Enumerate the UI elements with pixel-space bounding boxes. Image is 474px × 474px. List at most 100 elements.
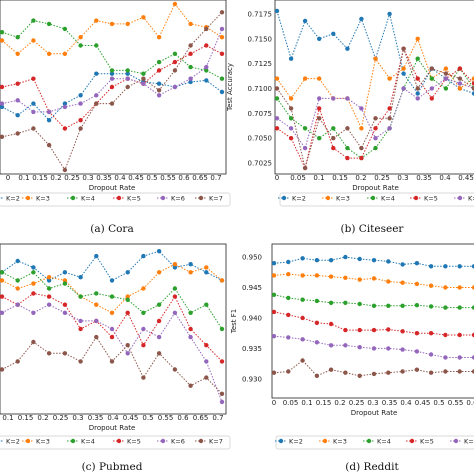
y-tick-label: 0.945 [242, 284, 262, 292]
data-point [457, 332, 462, 338]
data-point [125, 71, 130, 76]
data-point [31, 291, 36, 296]
data-point [94, 43, 99, 48]
data-point [317, 96, 322, 101]
x-tick-label: 0.15 [32, 174, 48, 182]
data-point [457, 285, 462, 290]
data-point [300, 315, 305, 321]
data-point [46, 142, 52, 148]
data-point [219, 399, 225, 405]
data-point [31, 126, 36, 131]
x-tick-label: 0.1 [18, 174, 29, 182]
legend-marker [409, 438, 415, 444]
data-point [62, 310, 68, 315]
x-axis-label: Dropout Rate [352, 184, 399, 192]
data-point [302, 165, 308, 171]
data-point [156, 59, 162, 65]
data-point [125, 297, 130, 302]
data-point [414, 261, 420, 266]
data-point [156, 318, 162, 324]
data-point [288, 136, 294, 141]
series-line-K=3 [1, 263, 223, 314]
data-point [125, 310, 130, 315]
data-point [386, 370, 391, 375]
legend-label: K=5 [420, 438, 434, 446]
x-tick-label: 0.7 [212, 414, 223, 422]
data-point [204, 359, 209, 364]
legend-label: K=6 [468, 195, 474, 203]
data-point [109, 278, 115, 283]
data-point [328, 300, 334, 305]
data-point [94, 291, 99, 296]
axes-frame [271, 243, 474, 399]
data-point [141, 76, 146, 81]
data-point [46, 118, 52, 123]
data-point [443, 332, 448, 338]
data-point [15, 98, 20, 103]
data-point [271, 261, 277, 266]
y-tick-label: 0.950 [242, 254, 262, 262]
data-point [357, 256, 362, 262]
data-point [172, 294, 178, 299]
data-point [457, 86, 463, 91]
data-point [15, 81, 20, 86]
data-point [314, 340, 320, 345]
x-tick-label: 0.2 [355, 174, 366, 182]
x-tick-label: 0.65 [192, 174, 208, 182]
data-point [328, 343, 334, 348]
x-tick-label: 0.4 [400, 399, 412, 407]
data-point [429, 86, 434, 91]
data-point [286, 259, 291, 265]
data-point [443, 71, 449, 76]
data-point [328, 274, 334, 279]
series-line-K=2 [1, 250, 223, 282]
data-point [415, 91, 420, 96]
x-tick-label: 0.2 [50, 174, 61, 182]
data-point [188, 43, 193, 48]
x-tick-label: 0.35 [88, 414, 104, 422]
data-point [288, 126, 294, 131]
data-point [414, 303, 420, 308]
data-point [188, 76, 193, 81]
data-point [172, 262, 178, 267]
data-point [314, 258, 320, 263]
x-tick-label: 0.05 [290, 174, 306, 182]
legend-marker [325, 195, 331, 201]
data-point [415, 36, 420, 41]
data-point [109, 101, 115, 106]
data-point [62, 281, 68, 286]
data-point [204, 343, 209, 348]
data-point [219, 10, 225, 15]
data-point [109, 76, 115, 81]
y-tick-label: 0.7150 [248, 35, 273, 43]
data-point [46, 351, 52, 356]
x-tick-label: 0.3 [82, 174, 93, 182]
data-point [219, 76, 225, 81]
data-point [359, 106, 364, 111]
x-tick-label: 0.3 [367, 399, 378, 407]
data-point [302, 145, 308, 151]
data-point [94, 253, 99, 259]
data-point [471, 86, 474, 91]
data-point [400, 303, 405, 308]
data-point [345, 145, 350, 151]
data-point [31, 109, 36, 115]
data-point [414, 367, 420, 372]
y-tick-label: 0.7175 [248, 10, 273, 18]
data-point [62, 126, 68, 131]
data-point [457, 369, 462, 374]
data-point [373, 136, 378, 141]
x-tick-label: 0.1 [2, 414, 13, 422]
data-point [0, 270, 5, 275]
data-point [46, 109, 52, 115]
data-point [0, 278, 5, 283]
legend-label: K=3 [36, 438, 50, 446]
data-point [204, 68, 209, 73]
x-tick-label: 0.25 [64, 174, 80, 182]
legend-label: K=2 [289, 438, 303, 446]
data-point [471, 264, 474, 269]
data-point [219, 359, 225, 364]
data-point [46, 286, 52, 291]
legend-box [279, 192, 474, 207]
legend-marker [116, 438, 122, 444]
